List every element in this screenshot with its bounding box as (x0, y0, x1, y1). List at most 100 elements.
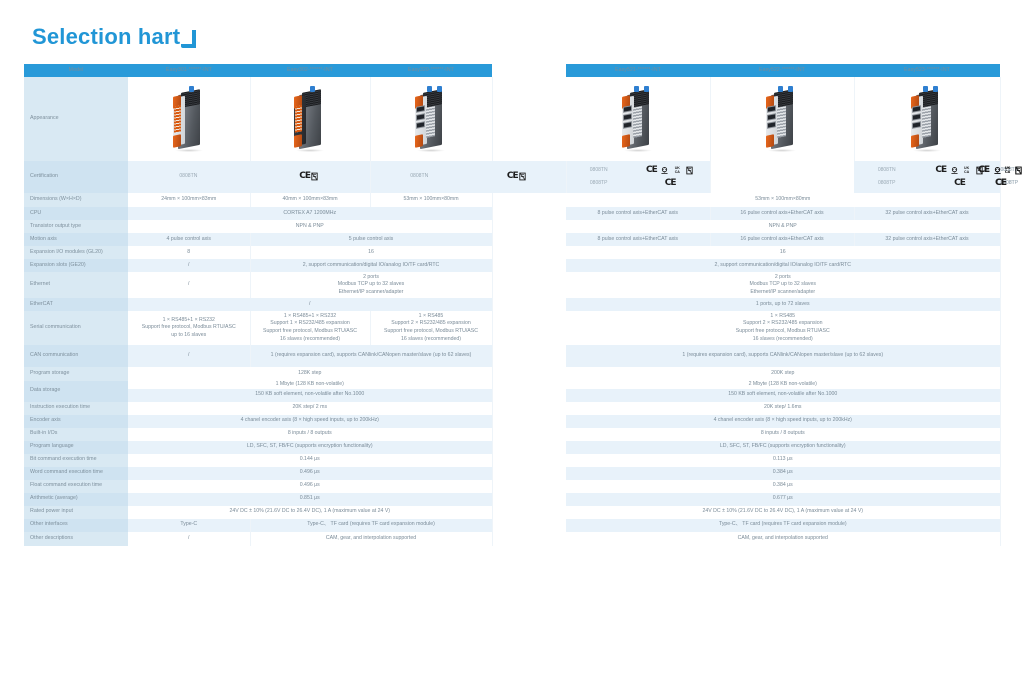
cert-name-0808tn: 0808TN (877, 166, 896, 173)
row-label-bit-cmd: Bit command execution time (24, 453, 128, 467)
instruction-time-left: 20K step/ 2 ms (128, 401, 493, 415)
ukca-top-text: UK (1005, 165, 1011, 170)
certification-easy301: 0808TN CE (128, 161, 371, 193)
program-language-right: LD, SFC, ST, FB/FC (supports encryption … (566, 440, 1001, 454)
row-can: CAN communication / 1 (requires expansio… (24, 345, 1001, 367)
row-appearance: Appearance (24, 77, 1001, 161)
row-data-storage-2: 150 KB soft element, non-volatile after … (24, 388, 1001, 402)
row-ethernet: Ethernet / 2 ports Modbus TCP up to 32 s… (24, 272, 1001, 298)
spacer-cell (492, 193, 566, 207)
selection-chart-table: Model Easy301-******-INT Easy302-******-… (24, 64, 1022, 546)
row-label-certification: Certification (24, 161, 128, 193)
spacer-cell (492, 259, 566, 272)
serial-line-1: 1 × RS485 (418, 312, 444, 319)
spacer-cell (492, 427, 566, 441)
ce-mark-icon: CE (646, 164, 658, 175)
spacer-cell (492, 220, 566, 233)
row-label-transistor: Transistor output type (24, 220, 128, 233)
scrap-bin-icon (685, 166, 694, 175)
can-easy302-320: 1 (requires expansion card), supports CA… (250, 345, 493, 367)
spacer-cell (492, 531, 566, 546)
header-model-easy302: Easy302-******-INT (250, 64, 370, 77)
builtin-io-right: 8 inputs / 8 outputs (566, 427, 1001, 441)
page-title: Selection hart (32, 26, 197, 48)
program-storage-left: 128K step (128, 367, 493, 381)
motion-axis-easy301: 4 pulse control axis (128, 233, 251, 246)
ethernet-modbus: Modbus TCP up to 32 slaves (337, 281, 405, 288)
ukca-bottom-text: CA (964, 170, 970, 175)
can-easy5xx: 1 (requires expansion card), supports CA… (566, 345, 1001, 367)
serial-line-2: Support 2 × RS232/485 expansion (743, 320, 823, 327)
other-desc-easy302-320: CAM, gear, and interpolation supported (250, 531, 493, 546)
row-ethercat: EtherCAT / 1 ports, up to 72 slaves (24, 298, 1001, 311)
spacer-cell (492, 401, 566, 415)
serial-line-4: 16 slaves (recommended) (280, 335, 340, 342)
program-storage-right: 200K step (566, 367, 1001, 381)
serial-line-2: Support 1 × RS232/485 expansion (270, 320, 350, 327)
ukca-top-text: UK (674, 165, 680, 170)
spacer-cell (492, 440, 566, 454)
row-label-data-storage: Data storage (24, 381, 128, 402)
certification-easy320: 0808TN CE UK CA (566, 161, 711, 193)
program-language-left: LD, SFC, ST, FB/FC (supports encryption … (128, 440, 493, 454)
appearance-easy302 (250, 77, 371, 161)
appearance-easy521 (566, 77, 711, 161)
row-label-program-storage: Program storage (24, 367, 128, 381)
spacer-cell (492, 388, 566, 402)
dimensions-easy320: 53mm × 100mm×80mm (370, 193, 493, 207)
spacer-cell (492, 345, 566, 367)
rated-power-right: 24V DC ± 10% (21.6V DC to 26.4V DC), 1 A… (566, 505, 1001, 519)
row-certification: Certification 0808TN CE 080 (24, 161, 1022, 193)
spacer-cell (492, 311, 566, 345)
motion-axis-easy522: 16 pulse control axis+EtherCAT axis (710, 233, 855, 246)
transistor-left-group: NPN & PNP (128, 220, 493, 233)
ethernet-ip: Ethernet/IP scanner/adapter (750, 288, 816, 295)
motion-axis-easy521: 8 pulse control axis+EtherCAT axis (566, 233, 711, 246)
ukca-top-text: UK (964, 165, 970, 170)
encoder-axis-left: 4 chanel encoder axis (8 × high speed in… (128, 414, 493, 428)
expansion-io-easy301: 8 (128, 246, 251, 259)
row-arithmetic: Arithmetic (average) 0.851 μs 0.677 μs (24, 492, 1001, 506)
bit-cmd-right: 0.113 μs (566, 453, 1001, 467)
row-serial: Serial communication 1 × RS485+1 × RS232… (24, 311, 1001, 345)
cert-marks-group: CE (249, 170, 370, 183)
header-model-easy320: Easy320-******-INT (370, 64, 492, 77)
instruction-time-right: 20K step/ 1.6ms (566, 401, 1001, 415)
ethernet-ports: 2 ports (774, 273, 791, 280)
motion-axis-easy523: 32 pulse control axis+EtherCAT axis (854, 233, 1001, 246)
dimensions-easy302: 40mm × 100mm×83mm (250, 193, 371, 207)
ce-mark-icon: CE (995, 178, 1007, 188)
builtin-io-left: 8 inputs / 8 outputs (128, 427, 493, 441)
appearance-easy523 (854, 77, 1001, 161)
row-label-can: CAN communication (24, 345, 128, 367)
scrap-bin-icon (975, 166, 984, 175)
cert-name-0808tn: 0808TN (410, 173, 429, 180)
ukca-icon: UK CA (1005, 166, 1010, 175)
cpu-left-group: CORTEX A7 1200MHz (128, 207, 493, 220)
row-label-rated-power: Rated power input (24, 505, 128, 519)
header-model: Model (24, 64, 128, 77)
row-expansion-io: Expansion I/O modules (GL20) 8 16 16 (24, 246, 1001, 259)
ukca-top-text: UK (1005, 165, 1011, 170)
row-program-language: Program language LD, SFC, ST, FB/FC (sup… (24, 440, 1001, 454)
plc-module-image (411, 86, 451, 152)
cert-marks-group: CE (631, 177, 710, 190)
spacer-cell (492, 479, 566, 493)
row-cpu: CPU CORTEX A7 1200MHz 8 pulse control ax… (24, 207, 1001, 220)
spacer-cell (492, 77, 566, 161)
ukca-bottom-text: CA (1005, 170, 1011, 175)
spacer-cell (492, 246, 566, 259)
row-builtin-io: Built-in I/Os 8 inputs / 8 outputs 8 inp… (24, 427, 1001, 441)
ukca-bottom-text: CA (674, 170, 680, 175)
spacer-cell (492, 207, 566, 220)
spacer-cell (492, 492, 566, 506)
data-storage-2-left: 150 KB soft element, non-volatile after … (128, 388, 493, 402)
row-word-cmd: Word command execution time 0.496 μs 0.3… (24, 466, 1001, 480)
serial-line-3: Support free protocol, Modbus RTU/ASC (263, 328, 357, 334)
rated-power-left: 24V DC ± 10% (21.6V DC to 26.4V DC), 1 A… (128, 505, 493, 519)
ethernet-easy302-320: 2 ports Modbus TCP up to 32 slaves Ether… (250, 272, 493, 298)
row-transistor: Transistor output type NPN & PNP NPN & P… (24, 220, 1001, 233)
header-model-easy521: Easy521-******-INT (566, 64, 710, 77)
other-desc-easy301: / (128, 531, 251, 546)
spacer-cell (492, 233, 566, 246)
